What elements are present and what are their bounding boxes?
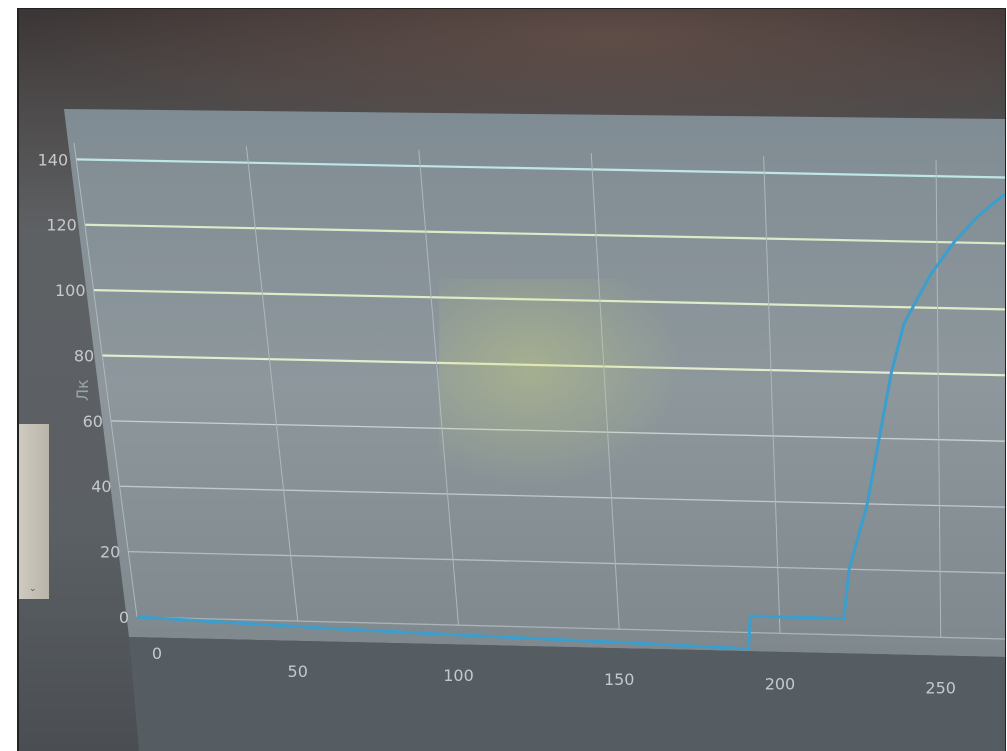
y-gridline-40 (119, 485, 1005, 508)
x-tick-label: 100 (443, 666, 474, 685)
x-gridline-100 (418, 149, 459, 626)
x-gridline-200 (763, 156, 781, 634)
chevron-down-icon: ⌄ (29, 584, 37, 594)
chart-svg: 0 20 40 60 80 100 120 140 0 50 100 150 200 250 Лк (38, 109, 1005, 751)
y-tick-label: 100 (55, 281, 86, 300)
y-tick-label: 60 (83, 412, 103, 431)
photo-border-top (17, 8, 1006, 9)
y-tick-label: 40 (91, 477, 111, 496)
grid (73, 142, 1005, 640)
y-tick-label: 20 (100, 543, 120, 562)
x-tick-label: 50 (288, 662, 308, 681)
x-gridline-150 (590, 152, 620, 630)
photo-border-left (17, 8, 19, 751)
x-gridline-0 (73, 142, 138, 618)
x-tick-label: 0 (152, 644, 162, 663)
y-gridline-140 (76, 158, 1005, 179)
series-layer (136, 192, 1005, 651)
x-tick-label: 250 (925, 678, 956, 697)
side-panel: ⌄ (19, 424, 49, 599)
y-tick-label: 80 (74, 346, 94, 365)
plot-area (64, 109, 1005, 657)
photo-border-right (1005, 8, 1006, 751)
y-gridline-120 (84, 223, 1005, 245)
monitor-photo: ⌄ 0 20 40 60 80 100 120 140 0 50 100 150 200 250 Лк (19, 9, 1005, 751)
y-gridline-20 (128, 550, 1005, 574)
series-line-0 (136, 192, 1005, 651)
y-gridline-100 (93, 289, 1005, 311)
y-tick-label: 120 (46, 216, 77, 235)
y-gridline-60 (110, 420, 1005, 442)
y-tick-label: 0 (119, 608, 129, 627)
x-tick-label: 150 (604, 670, 635, 689)
x-axis-bar (129, 637, 1005, 751)
tick-labels: 0 20 40 60 80 100 120 140 0 50 100 150 200 250 (38, 150, 956, 697)
y-gridline-0 (136, 616, 1005, 640)
x-gridline-250 (935, 159, 942, 638)
y-tick-label: 140 (38, 150, 69, 169)
y-axis-title: Лк (73, 379, 92, 401)
y-gridline-80 (102, 354, 1005, 377)
x-gridline-50 (245, 146, 299, 622)
x-tick-label: 200 (765, 674, 796, 693)
